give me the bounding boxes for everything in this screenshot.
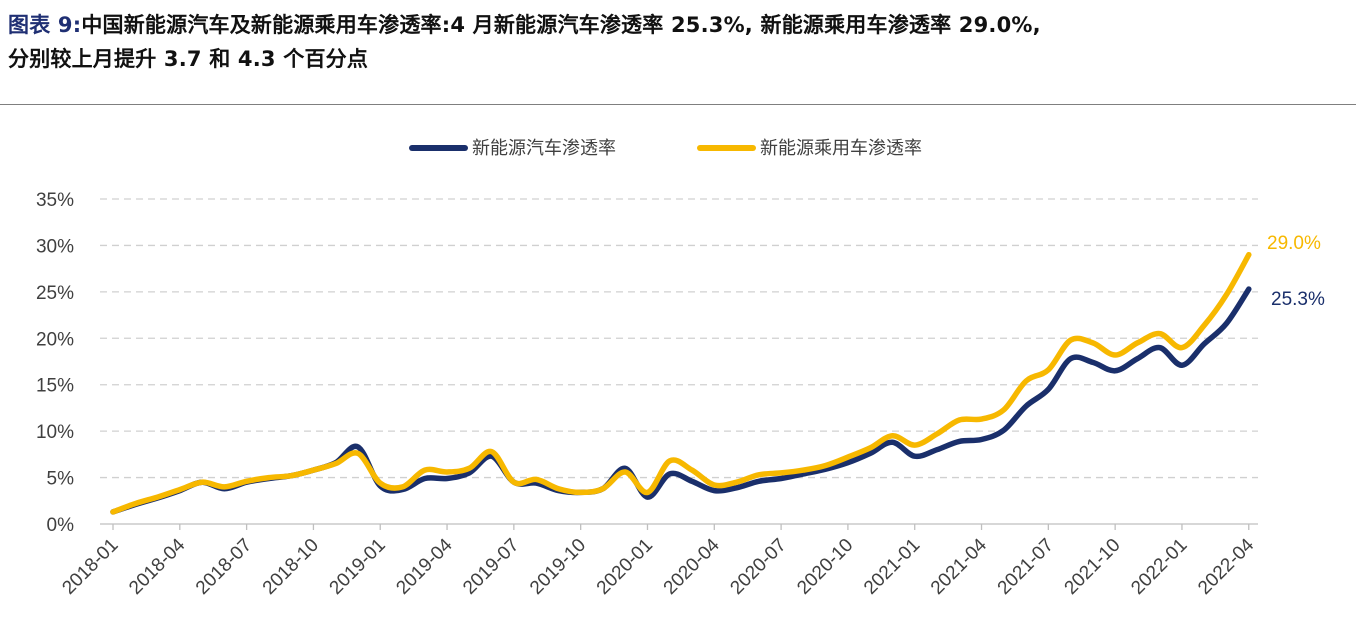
- figure-caption: 图表 9:中国新能源汽车及新能源乘用车渗透率:4 月新能源汽车渗透率 25.3%…: [8, 8, 1348, 76]
- x-tick-label: 2018-07: [192, 535, 256, 599]
- x-tick-label: 2022-04: [1194, 534, 1258, 598]
- y-axis-ticks: 0% 5% 10% 15% 20% 25% 30% 35%: [36, 190, 74, 536]
- x-tick-label: 2021-10: [1061, 535, 1125, 599]
- x-tick-label: 2020-01: [593, 535, 657, 599]
- caption-line-2: 分别较上月提升 3.7 和 4.3 个百分点: [8, 47, 369, 71]
- legend: 新能源汽车渗透率 新能源乘用车渗透率: [409, 138, 922, 159]
- x-tick-label: 2020-10: [793, 535, 857, 599]
- y-tick-label: 15%: [36, 376, 74, 397]
- x-tick-label: 2020-04: [660, 534, 724, 598]
- x-tick-label: 2018-10: [259, 535, 323, 599]
- x-tick-label: 2019-10: [526, 535, 590, 599]
- x-tick-label: 2022-01: [1127, 535, 1191, 599]
- y-tick-label: 25%: [36, 283, 74, 304]
- caption-prefix: 图表 9:: [8, 13, 82, 37]
- y-tick-label: 0%: [47, 515, 75, 536]
- legend-label-series-2: 新能源乘用车渗透率: [760, 138, 922, 159]
- caption-line-1: 图表 9:中国新能源汽车及新能源乘用车渗透率:4 月新能源汽车渗透率 25.3%…: [8, 8, 1348, 42]
- series-lines: [110, 251, 1252, 515]
- x-tick-label: 2018-04: [125, 534, 189, 598]
- y-tick-label: 10%: [36, 422, 74, 443]
- y-tick-label: 30%: [36, 236, 74, 257]
- x-tick-label: 2019-01: [326, 535, 390, 599]
- end-label-series-1: 25.3%: [1271, 289, 1325, 310]
- x-tick-label: 2019-07: [459, 535, 523, 599]
- x-axis: 2018-01 2018-04 2018-07 2018-10 2019-01 2019-…: [58, 523, 1259, 599]
- y-tick-label: 35%: [36, 190, 74, 211]
- x-tick-label: 2019-04: [392, 534, 456, 598]
- x-tick-label: 2020-07: [726, 535, 790, 599]
- legend-label-series-1: 新能源汽车渗透率: [472, 138, 616, 159]
- x-tick-label: 2018-01: [58, 535, 122, 599]
- end-label-series-2: 29.0%: [1267, 233, 1321, 254]
- x-tick-label: 2021-01: [860, 535, 924, 599]
- caption-divider: [0, 104, 1356, 105]
- x-tick-label: 2021-04: [927, 534, 991, 598]
- series-line-nev-passenger: [110, 251, 1252, 515]
- caption-text-1: 中国新能源汽车及新能源乘用车渗透率:4 月新能源汽车渗透率 25.3%, 新能源…: [81, 13, 1041, 37]
- y-tick-label: 20%: [36, 329, 74, 350]
- x-tick-label: 2021-07: [994, 535, 1058, 599]
- y-tick-label: 5%: [47, 469, 75, 490]
